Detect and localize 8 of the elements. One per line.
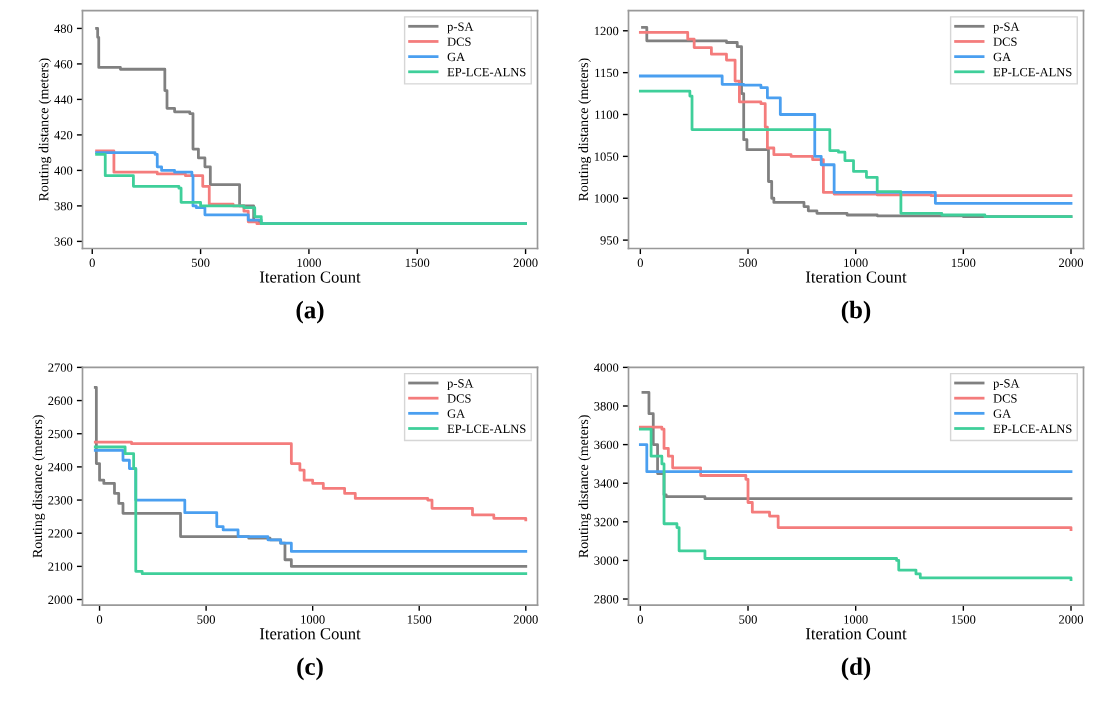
text: (c) [297,657,323,681]
text: (b) [841,300,871,324]
text: (d) [841,657,871,681]
x-axis-title: Iteration Count [805,628,907,640]
x-axis-title: Iteration Count [805,271,907,283]
x-axis-title: Iteration Count [259,271,361,283]
text: (a) [296,300,324,324]
x-axis-title: Iteration Count [259,628,361,640]
